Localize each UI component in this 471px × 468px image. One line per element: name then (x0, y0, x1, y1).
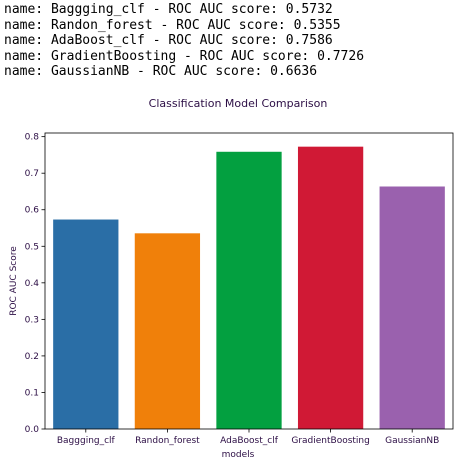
bar (53, 219, 119, 429)
plot-frame (44, 132, 454, 430)
y-tick-label: 0.6 (25, 206, 40, 216)
y-tick-label: 0.0 (25, 425, 40, 435)
bar (216, 151, 282, 429)
output-log: name: Baggging_clf - ROC AUC score: 0.57… (4, 2, 364, 80)
y-tick-label: 0.7 (25, 169, 39, 179)
chart-title: Classification Model Comparison (149, 97, 328, 110)
y-tick-label: 0.3 (25, 315, 39, 325)
y-axis: 0.0 0.1 0.2 0.3 0.4 0.5 0.6 0.7 0.8 (25, 133, 45, 435)
y-tick-label: 0.2 (25, 352, 39, 362)
x-axis-label: models (222, 450, 255, 460)
bar (379, 186, 445, 429)
x-tick-label: AdaBoost_clf (220, 436, 279, 446)
bar (134, 233, 201, 429)
y-tick-label: 0.4 (25, 279, 40, 289)
log-line: name: GaussianNB - ROC AUC score: 0.6636 (4, 64, 318, 79)
x-axis: Baggging_clf Randon_forest AdaBoost_clf Gra… (57, 429, 439, 446)
log-line: name: Randon_forest - ROC AUC score: 0.5… (4, 17, 341, 33)
bars-group (53, 146, 445, 430)
y-tick-label: 0.1 (25, 388, 39, 398)
x-tick-label: Baggging_clf (57, 436, 116, 446)
x-tick-label: GradientBoosting (291, 436, 370, 446)
x-tick-label: GaussianNB (385, 436, 439, 446)
log-line: name: AdaBoost_clf - ROC AUC score: 0.75… (4, 33, 333, 48)
x-tick-label: Randon_forest (135, 436, 200, 446)
bar (297, 146, 364, 430)
log-line: name: GradientBoosting - ROC AUC score: … (4, 48, 365, 64)
y-tick-label: 0.8 (25, 133, 40, 143)
y-tick-label: 0.5 (25, 242, 39, 252)
y-axis-label: ROC AUC Score (9, 246, 19, 316)
log-line: name: Baggging_clf - ROC AUC score: 0.57… (4, 2, 333, 17)
